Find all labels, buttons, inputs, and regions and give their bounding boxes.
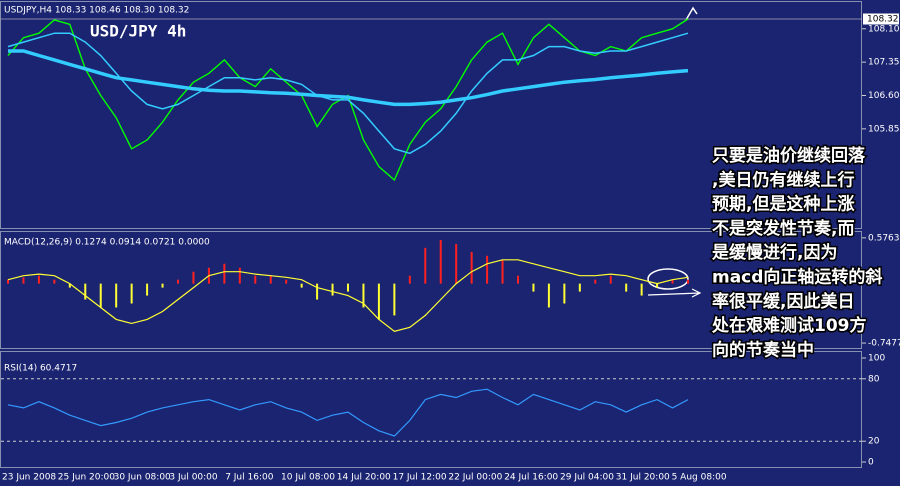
series-line	[7, 259, 689, 332]
histogram-bar	[424, 247, 427, 284]
x-tick-label: 3 Jul 00:00	[169, 473, 218, 483]
histogram-bar	[146, 283, 149, 296]
histogram-bar	[362, 283, 365, 308]
x-tick-label: 25 Jun 20:00	[58, 473, 115, 483]
histogram-bar	[377, 283, 380, 320]
annotation: 向的节奏当中	[712, 339, 814, 360]
macd-panel	[0, 231, 862, 349]
x-tick-label: 23 Jun 2008	[2, 473, 56, 483]
histogram-bar	[130, 283, 133, 304]
histogram-bar	[656, 283, 659, 288]
series-line	[8, 49, 689, 107]
histogram-bar	[192, 271, 195, 284]
y-tick-label: 107.35	[868, 58, 900, 68]
histogram-bar	[532, 283, 535, 292]
histogram-bar	[578, 283, 581, 292]
histogram-bar	[300, 283, 303, 288]
x-tick-label: 31 Jul 20:00	[616, 473, 670, 483]
histogram-bar	[161, 283, 164, 288]
y-tick-label: 20	[868, 437, 880, 447]
x-tick-label: 10 Jul 08:00	[281, 473, 335, 483]
histogram-bar	[625, 283, 628, 292]
histogram-bar	[609, 275, 612, 284]
annotation: 只要是油价继续回落	[712, 145, 866, 166]
header: USDJPY,H4 108.33 108.46 108.30 108.32	[4, 6, 189, 16]
histogram-bar	[53, 279, 56, 284]
price-panel	[0, 1, 862, 229]
histogram-bar	[22, 277, 25, 284]
histogram-bar	[640, 283, 643, 296]
x-tick-label: 17 Jul 12:00	[393, 473, 447, 483]
histogram-bar	[470, 251, 473, 284]
histogram-bar	[547, 283, 550, 308]
histogram-bar	[84, 283, 87, 300]
indicator-label: MACD(12,26,9) 0.1274 0.0914 0.0721 0.000…	[4, 238, 210, 248]
histogram-bar	[115, 283, 118, 308]
histogram-bar	[455, 243, 458, 284]
histogram-bar	[408, 275, 411, 284]
histogram-bar	[517, 275, 519, 284]
histogram-bar	[316, 283, 319, 300]
annotation-arrow	[647, 288, 702, 298]
histogram-bar	[501, 259, 504, 284]
y-tick-label: -0.7477	[868, 339, 900, 349]
annotation: ,美日仍有继续上行	[712, 169, 854, 190]
histogram-bar	[99, 283, 102, 308]
y-tick-label: 0.5763	[868, 233, 900, 243]
histogram-bar	[37, 275, 40, 284]
histogram-bar	[393, 283, 396, 316]
histogram-bar	[331, 283, 334, 296]
highlight-ellipse	[647, 268, 689, 290]
x-tick-label: 29 Jul 04:00	[560, 473, 614, 483]
y-tick-label: 100	[868, 354, 885, 364]
trend-arrow	[685, 6, 698, 21]
histogram-bar	[594, 279, 597, 284]
annotation: macd向正轴运转的斜	[712, 267, 882, 288]
x-tick-label: 30 Jun 08:00	[114, 473, 171, 483]
y-tick-label: 108.10	[868, 24, 900, 34]
chart-title: USD/JPY 4h	[90, 22, 186, 41]
annotation: 是缓慢进行,因为	[712, 242, 837, 263]
histogram-bar	[177, 279, 179, 284]
x-tick-label: 24 Jul 16:00	[504, 473, 558, 483]
histogram-bar	[7, 279, 9, 284]
indicator-label: RSI(14) 60.4717	[4, 364, 77, 374]
annotation: 率很平缓,因此美日	[712, 291, 854, 312]
series-line	[7, 388, 689, 437]
y-tick-label: 106.60	[868, 91, 900, 101]
histogram-bar	[347, 283, 349, 292]
y-tick-label: 0	[868, 458, 874, 468]
x-tick-label: 14 Jul 20:00	[337, 473, 391, 483]
x-tick-label: 22 Jul 00:00	[448, 473, 502, 483]
histogram-bar	[68, 283, 71, 288]
rsi-panel	[0, 351, 862, 468]
histogram-bar	[439, 239, 442, 284]
x-tick-label: 5 Aug 08:00	[672, 473, 727, 483]
histogram-bar	[563, 283, 566, 304]
y-tick-label: 105.85	[868, 124, 900, 134]
histogram-bar	[687, 279, 689, 284]
histogram-bar	[223, 263, 226, 284]
histogram-bar	[671, 279, 674, 284]
last-price-box	[863, 13, 899, 25]
series-line	[7, 18, 689, 182]
annotation: 预期,但是这种上涨	[712, 194, 854, 215]
y-tick-label: 80	[868, 374, 880, 384]
x-tick-label: 7 Jul 16:00	[225, 473, 274, 483]
histogram-bar	[238, 267, 241, 284]
annotation: 不是突发性节奏,而	[712, 218, 854, 239]
histogram-bar	[285, 279, 288, 284]
annotation: 处在艰难测试109方	[711, 315, 867, 336]
histogram-bar	[269, 275, 272, 284]
histogram-bar	[486, 255, 489, 284]
last-price-label: 108.32	[867, 15, 899, 25]
histogram-bar	[254, 275, 257, 284]
